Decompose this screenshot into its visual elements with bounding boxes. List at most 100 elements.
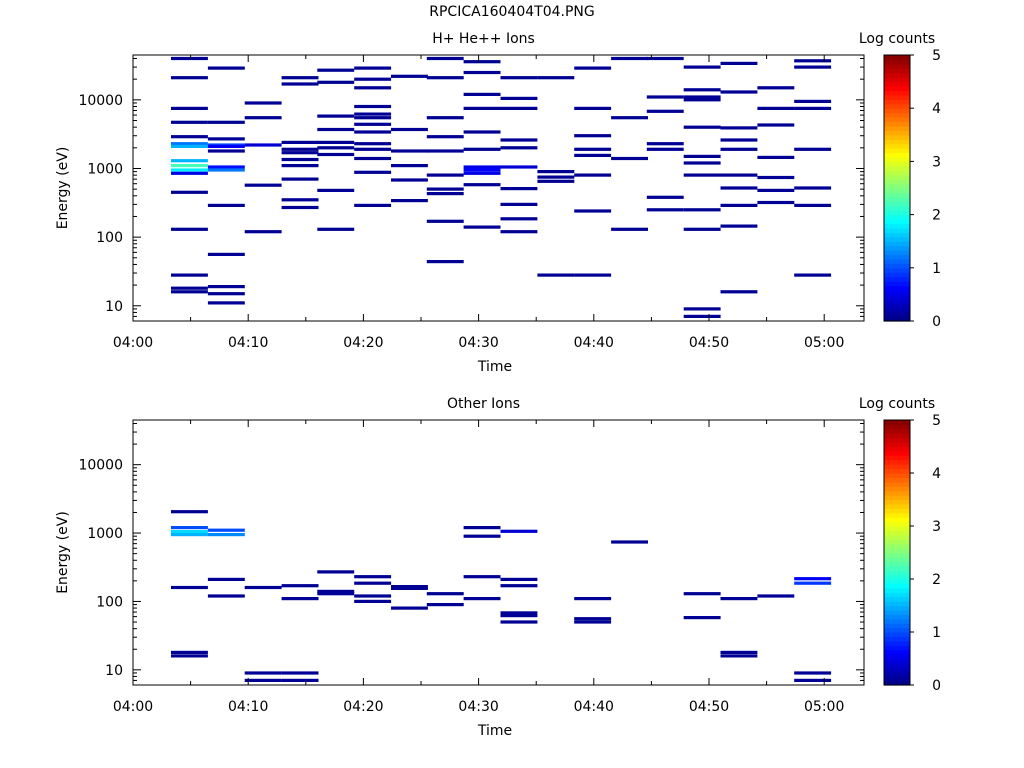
colorbar-segment <box>884 192 910 198</box>
data-cell <box>207 528 245 532</box>
colorbar-segment <box>884 121 910 127</box>
data-cell <box>317 570 355 574</box>
colorbar-tick-label: 5 <box>932 413 941 429</box>
data-cell <box>720 61 758 65</box>
colorbar-segment <box>884 574 910 580</box>
colorbar-tick-label: 5 <box>932 48 941 64</box>
data-cell <box>611 540 648 544</box>
colorbar-segment <box>884 433 910 439</box>
data-cell <box>426 603 464 607</box>
y-tick-label: 1000 <box>87 526 123 542</box>
colorbar-segment <box>884 420 910 426</box>
data-cell <box>317 80 355 84</box>
data-cell <box>794 186 832 190</box>
data-cell <box>794 203 832 207</box>
data-cell <box>426 192 464 196</box>
data-cell <box>354 575 392 579</box>
x-tick-label: 04:00 <box>113 335 153 351</box>
data-cell <box>537 76 575 80</box>
data-cell <box>244 143 282 147</box>
colorbar-segment <box>884 143 910 149</box>
data-cell <box>720 654 758 658</box>
colorbar-segment <box>884 446 910 452</box>
data-cell <box>574 66 612 70</box>
colorbar-segment <box>884 486 910 492</box>
data-cell <box>391 606 428 610</box>
colorbar-segment <box>884 156 910 162</box>
y-tick-label: 10000 <box>78 458 123 474</box>
data-cell <box>391 586 428 590</box>
y-tick-label: 100 <box>96 230 123 246</box>
colorbar-segment <box>884 201 910 207</box>
data-cell <box>426 260 464 264</box>
data-cell <box>646 208 684 212</box>
data-cell <box>720 126 758 130</box>
colorbar-segment <box>884 649 910 655</box>
colorbar-segment <box>884 530 910 536</box>
y-tick-label: 10 <box>105 299 123 315</box>
data-cell <box>171 135 208 139</box>
colorbar-frame <box>883 419 911 686</box>
colorbar-segment <box>884 450 910 456</box>
colorbar-segment <box>884 543 910 549</box>
data-cell <box>500 146 538 150</box>
colorbar-segment <box>884 236 910 242</box>
data-cell <box>354 203 392 207</box>
data-cell <box>354 594 392 598</box>
colorbar-segment <box>884 263 910 269</box>
data-cell <box>574 106 612 110</box>
colorbar-tick-label: 2 <box>932 208 941 224</box>
colorbar-segment <box>884 214 910 220</box>
data-cell <box>500 96 538 100</box>
data-cell <box>207 66 245 70</box>
data-cell <box>500 76 538 80</box>
colorbar-segment <box>884 623 910 629</box>
data-cell <box>463 534 501 538</box>
panel-title: Other Ions <box>447 396 520 412</box>
data-cell <box>537 170 575 174</box>
x-tick-label: 04:20 <box>343 335 383 351</box>
colorbar-segment <box>884 464 910 470</box>
data-cell <box>207 301 245 305</box>
colorbar-segment <box>884 481 910 487</box>
data-cell <box>354 147 392 151</box>
data-cell <box>794 99 832 103</box>
data-cell <box>171 164 208 168</box>
colorbar-segment <box>884 468 910 474</box>
colorbar-segment <box>884 219 910 225</box>
data-cell <box>281 76 319 80</box>
colorbar-segment <box>884 662 910 668</box>
colorbar-segment <box>884 117 910 123</box>
data-cell <box>574 273 612 277</box>
data-cell <box>683 98 721 102</box>
data-cell <box>244 585 282 590</box>
data-cell <box>317 227 355 231</box>
data-cell <box>500 138 538 142</box>
data-cell <box>171 227 208 231</box>
colorbar-segment <box>884 565 910 571</box>
x-tick-label: 04:50 <box>689 699 729 715</box>
data-cell <box>171 585 208 590</box>
panel-title: H+ He++ Ions <box>432 31 535 47</box>
colorbar-segment <box>884 196 910 202</box>
x-tick-label: 04:30 <box>458 699 498 715</box>
plot-frame <box>132 419 865 686</box>
data-cell <box>207 120 245 124</box>
data-cell <box>757 200 795 205</box>
x-tick-label: 04:00 <box>113 699 153 715</box>
colorbar-segment <box>884 645 910 651</box>
colorbar-label: Log counts <box>859 31 935 47</box>
data-cell <box>281 82 319 86</box>
data-cell <box>611 156 648 161</box>
data-cell <box>500 165 538 169</box>
colorbar-segment <box>884 442 910 448</box>
colorbar-segment <box>884 495 910 501</box>
data-cell <box>646 109 684 113</box>
data-cell <box>720 290 758 294</box>
colorbar-segment <box>884 667 910 673</box>
colorbar-label: Log counts <box>859 396 935 412</box>
data-cell <box>171 106 208 110</box>
data-cell <box>244 230 282 234</box>
colorbar-segment <box>884 556 910 562</box>
colorbar-segment <box>884 312 910 318</box>
